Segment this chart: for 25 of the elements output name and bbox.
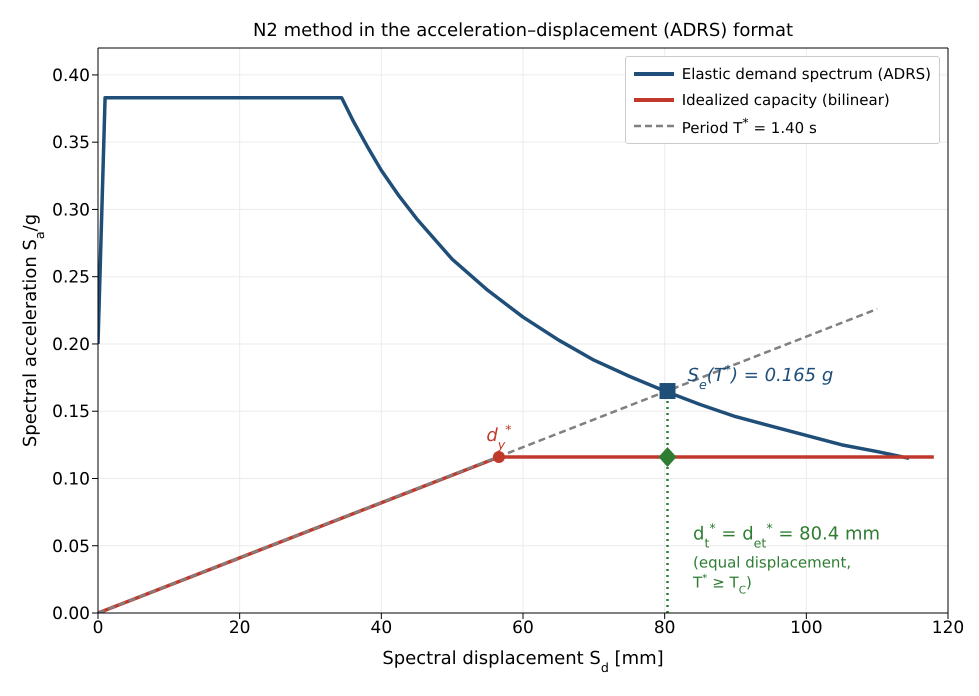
y-tick-label: 0.40 bbox=[52, 66, 90, 86]
annotation: d$_{t}$$^{*}$ = d$_{et}$$^{*}$ = 80.4 mm bbox=[693, 520, 880, 550]
x-tick-label: 60 bbox=[512, 618, 534, 638]
legend-label: Elastic demand spectrum (ADRS) bbox=[682, 65, 931, 83]
x-tick-label: 0 bbox=[92, 618, 104, 638]
y-tick-label: 0.10 bbox=[52, 470, 90, 490]
annotation: T$^{*}$ ≥ T$_{C}$) bbox=[692, 572, 752, 597]
y-tick-label: 0.00 bbox=[52, 604, 90, 624]
annotation: (equal displacement, bbox=[693, 554, 852, 572]
annotation: S$_{e}$(T$^{*}$) = 0.165 g bbox=[688, 362, 834, 392]
y-tick-label: 0.05 bbox=[52, 536, 90, 557]
y-tick-label: 0.25 bbox=[52, 268, 90, 288]
y-tick-label: 0.20 bbox=[52, 334, 90, 355]
y-tick-label: 0.35 bbox=[52, 133, 90, 154]
x-tick-label: 100 bbox=[790, 618, 823, 638]
y-tick-label: 0.30 bbox=[52, 200, 90, 220]
x-tick-label: 40 bbox=[370, 618, 392, 638]
y-tick-label: 0.15 bbox=[52, 402, 90, 422]
x-tick-label: 80 bbox=[654, 618, 676, 638]
chart-title: N2 method in the acceleration–displacement (ADRS) format bbox=[252, 20, 794, 41]
legend-label: Idealized capacity (bilinear) bbox=[682, 91, 890, 109]
x-tick-label: 120 bbox=[932, 618, 964, 638]
x-tick-label: 20 bbox=[228, 618, 250, 638]
x-axis-title: Spectral displacement S$_{d}$ [mm] bbox=[382, 648, 664, 674]
legend-label: Period T$^{*}$ = 1.40 s bbox=[682, 115, 817, 137]
